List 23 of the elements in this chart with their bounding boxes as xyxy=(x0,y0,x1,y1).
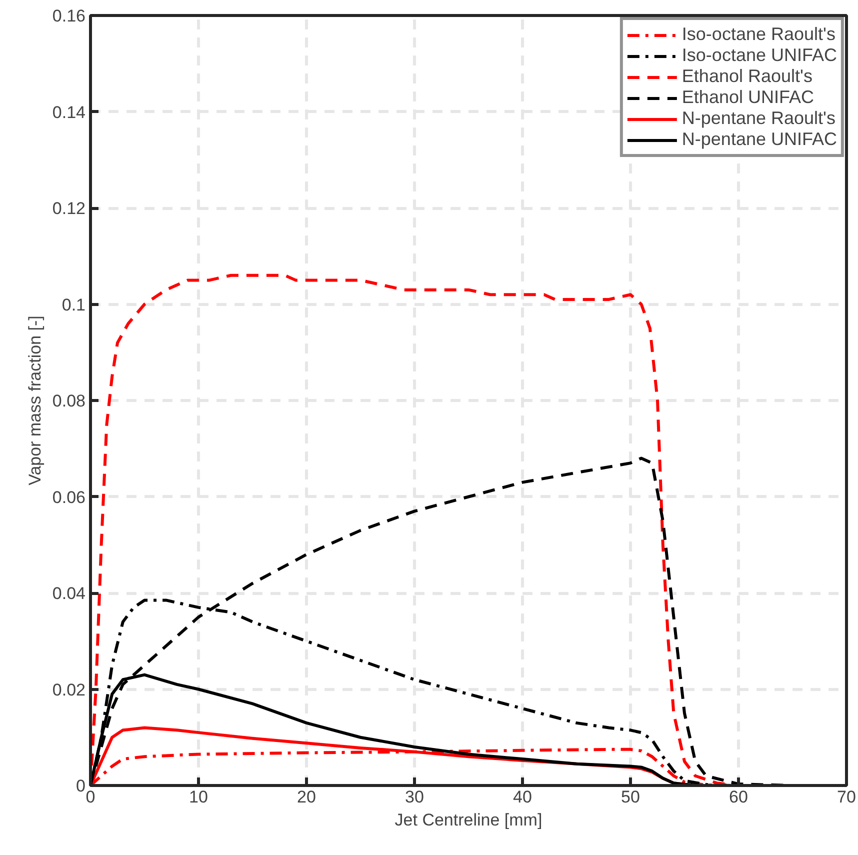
x-tick-label: 20 xyxy=(297,788,316,806)
legend-label: Ethanol UNIFAC xyxy=(682,87,814,108)
legend-label: Iso-octane UNIFAC xyxy=(682,45,837,66)
legend-label: N-pentane UNIFAC xyxy=(682,129,837,150)
x-tick-label: 40 xyxy=(513,788,532,806)
legend-label: Iso-octane Raoult's xyxy=(682,24,836,45)
x-tick-label: 50 xyxy=(621,788,640,806)
y-tick-label: 0.02 xyxy=(52,680,86,700)
legend-label: N-pentane Raoult's xyxy=(682,108,836,129)
y-tick-label: 0.12 xyxy=(52,199,86,218)
x-tick-label: 60 xyxy=(729,788,748,806)
legend-label: Ethanol Raoult's xyxy=(682,66,812,87)
y-tick-label: 0.08 xyxy=(52,392,86,410)
y-tick-label: 0.16 xyxy=(52,6,86,26)
y-tick-label: 0.06 xyxy=(52,488,86,507)
x-tick-label: 10 xyxy=(189,788,208,806)
y-axis-title: Vapor mass fraction [-] xyxy=(25,316,44,486)
y-tick-label: 0.04 xyxy=(52,584,86,603)
y-tick-label: 0.1 xyxy=(62,295,86,314)
y-tick-label: 0.14 xyxy=(52,102,86,122)
x-tick-label: 70 xyxy=(837,788,856,806)
x-tick-label: 30 xyxy=(405,788,424,806)
x-axis-title: Jet Centreline [mm] xyxy=(394,810,542,830)
